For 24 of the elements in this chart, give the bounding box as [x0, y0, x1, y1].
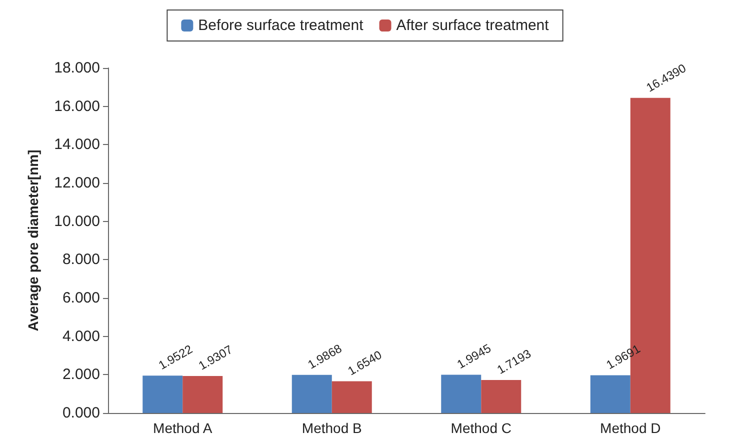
bar [142, 376, 183, 413]
legend-label: After surface treatment [396, 17, 550, 34]
x-tick-label: Method A [153, 420, 213, 436]
y-tick-label: 0.000 [62, 404, 100, 422]
x-tick-label: Method B [302, 420, 362, 436]
x-tick-label: Method D [600, 420, 661, 436]
x-tick-label: Method C [450, 420, 512, 436]
bar [590, 375, 630, 413]
legend-label: Before surface treatment [198, 17, 364, 34]
bar [332, 381, 372, 413]
bar [182, 376, 223, 413]
bar [441, 374, 482, 413]
y-axis-title: Average pore diameter[nm] [25, 150, 41, 332]
y-tick-label: 16.000 [54, 98, 100, 115]
y-tick-label: 6.000 [62, 290, 100, 306]
y-tick-label: 4.000 [62, 328, 100, 345]
bar [481, 380, 522, 413]
y-tick-label: 10.000 [54, 212, 100, 230]
y-tick-label: 2.000 [62, 366, 100, 384]
y-tick-label: 12.000 [54, 174, 100, 192]
y-tick-label: 14.000 [54, 136, 100, 154]
y-tick-label: 18.000 [54, 60, 100, 76]
bar [292, 374, 332, 413]
y-tick-label: 8.000 [62, 251, 100, 268]
